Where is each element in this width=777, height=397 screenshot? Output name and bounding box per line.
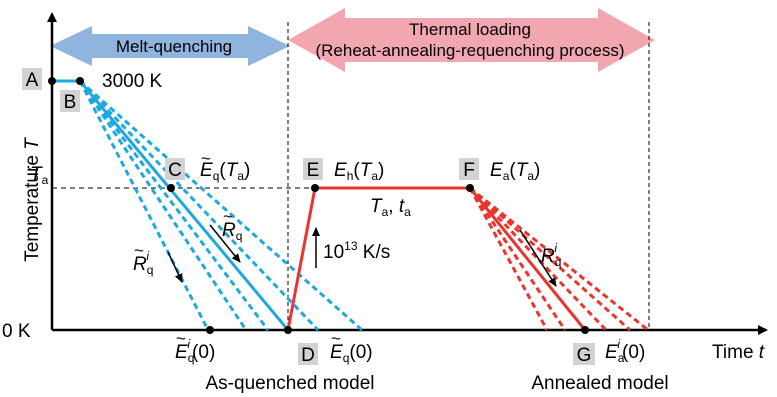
box-f bbox=[459, 158, 479, 180]
box-g bbox=[573, 343, 595, 365]
point-d-label: D bbox=[301, 345, 315, 366]
point-f-label: F bbox=[463, 160, 475, 181]
y-axis-label: Temperature T bbox=[22, 137, 43, 262]
point-dots bbox=[48, 77, 589, 334]
c-energy-label: Eq(Ta) bbox=[200, 160, 250, 183]
eai0-label: Eai (0) bbox=[605, 337, 645, 365]
dot-d bbox=[284, 326, 292, 334]
dot-a bbox=[48, 77, 56, 85]
eqi0-label: Eqi (0) bbox=[175, 337, 215, 365]
box-b bbox=[60, 90, 80, 112]
annealed-caption: Annealed model bbox=[531, 373, 668, 394]
thermal-loading-label-line2: (Reheat-annealing-requenching process) bbox=[315, 41, 624, 60]
dot-f bbox=[466, 184, 474, 192]
thermal-loading-label-line1: Thermal loading bbox=[409, 20, 531, 39]
box-c bbox=[165, 158, 185, 180]
point-g-label: G bbox=[577, 345, 592, 366]
point-c-label: C bbox=[168, 160, 182, 181]
box-a bbox=[22, 68, 42, 90]
heating-rate-label: 1013 K/s bbox=[323, 239, 390, 263]
as-quenched-caption: As-quenched model bbox=[206, 373, 375, 394]
f-energy-label: Ea(Ta) bbox=[490, 160, 540, 183]
eq0-tilde: ~ bbox=[331, 329, 341, 348]
e-energy-label: Eh(Ta) bbox=[334, 160, 384, 183]
box-e bbox=[303, 158, 323, 180]
dot-e bbox=[311, 184, 319, 192]
dot-g bbox=[581, 326, 589, 334]
rq-label: Rq bbox=[222, 220, 242, 243]
point-a-label: A bbox=[26, 70, 39, 91]
point-e-label: E bbox=[307, 160, 320, 181]
rqi-arrow bbox=[167, 251, 183, 283]
dot-eqi0 bbox=[206, 326, 214, 334]
red-anneal-path bbox=[286, 186, 587, 331]
zero-k-label: 0 K bbox=[2, 321, 31, 342]
red-rqi-label: Rqi bbox=[541, 241, 561, 269]
eqi0-tilde: ~ bbox=[176, 329, 186, 348]
rq-tilde: ~ bbox=[223, 207, 233, 226]
melt-quenching-arrow bbox=[50, 26, 290, 66]
temperature-3000k: 3000 K bbox=[102, 71, 163, 92]
box-d bbox=[298, 343, 318, 365]
dot-c bbox=[167, 184, 175, 192]
melt-quenching-label: Melt-quenching bbox=[116, 37, 232, 56]
eq0-label: Eq(0) bbox=[330, 342, 373, 365]
x-axis-label: Time t bbox=[712, 342, 765, 363]
thermal-loading-arrow bbox=[288, 8, 655, 72]
red-requench-fan bbox=[468, 186, 649, 332]
rqi-label: Rqi bbox=[133, 249, 153, 277]
blue-quench-path bbox=[52, 79, 290, 331]
ta-axis-label: Ta bbox=[30, 164, 49, 187]
c-energy-tilde: ~ bbox=[201, 149, 211, 168]
point-b-label: B bbox=[64, 92, 77, 113]
blue-cooling-fan bbox=[78, 79, 363, 332]
rqi-tilde: ~ bbox=[134, 241, 144, 260]
red-rqi-arrow bbox=[519, 229, 557, 287]
rq-arrow bbox=[209, 224, 241, 263]
hold-label: Ta, ta bbox=[370, 196, 411, 219]
dot-b bbox=[76, 77, 84, 85]
